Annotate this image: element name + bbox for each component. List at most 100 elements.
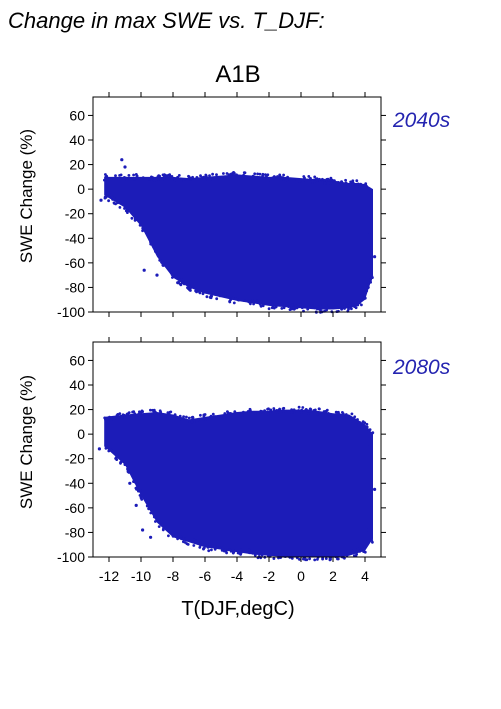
data-point [278, 301, 282, 305]
data-point [327, 412, 330, 416]
data-point [182, 540, 185, 544]
data-point [363, 421, 367, 425]
data-point [139, 489, 143, 492]
data-point [103, 195, 107, 199]
data-point [123, 463, 127, 466]
data-point [319, 413, 323, 416]
data-point [355, 185, 359, 189]
data-point [316, 558, 319, 561]
data-point [215, 173, 218, 177]
data-point [195, 177, 199, 180]
data-point [225, 551, 229, 555]
data-point [220, 176, 224, 179]
data-point [103, 178, 106, 182]
data-point [242, 299, 246, 302]
data-point [232, 294, 235, 298]
data-point [286, 302, 290, 306]
data-point [202, 176, 206, 179]
data-point [330, 305, 334, 308]
data-point [365, 422, 369, 426]
data-point-outlier [97, 447, 101, 451]
y-tick-label: 20 [69, 402, 85, 418]
data-point [121, 413, 125, 417]
data-point [344, 181, 348, 185]
point-cloud-core-2040s [104, 174, 373, 310]
data-point [297, 405, 301, 409]
data-point [359, 548, 363, 552]
data-point [145, 504, 149, 508]
data-point [258, 176, 261, 180]
data-point [211, 178, 215, 182]
data-point [254, 298, 257, 302]
data-point [350, 412, 354, 416]
data-point [148, 414, 152, 418]
y-tick-label: -100 [57, 549, 85, 565]
data-point [280, 554, 284, 557]
data-point [211, 291, 215, 295]
data-point [370, 538, 374, 542]
data-point [276, 175, 279, 178]
data-point [369, 280, 372, 284]
data-point-outlier [365, 283, 369, 287]
data-point [353, 554, 356, 557]
data-point [133, 480, 137, 484]
data-point [138, 223, 142, 227]
data-point [135, 414, 139, 417]
data-point [225, 547, 229, 550]
data-point-outlier [142, 268, 146, 272]
data-point [171, 532, 175, 536]
data-point [177, 174, 181, 177]
data-point [131, 410, 135, 414]
data-point [370, 432, 374, 435]
data-point [230, 175, 234, 179]
data-point [157, 177, 160, 181]
data-point [307, 175, 311, 178]
data-point-outlier [155, 273, 159, 277]
data-point [125, 412, 129, 416]
y-tick-label: -20 [65, 206, 85, 222]
data-point [272, 304, 275, 308]
data-point [252, 302, 256, 306]
data-point [115, 414, 119, 417]
data-point [340, 182, 344, 186]
data-point [358, 301, 361, 305]
data-point [198, 291, 202, 295]
data-point [309, 552, 312, 556]
data-point [272, 407, 276, 410]
data-point [152, 515, 156, 519]
data-point [256, 172, 259, 176]
data-point [233, 410, 237, 413]
x-tick-label: 2 [329, 568, 337, 584]
data-point [190, 420, 194, 424]
data-point [137, 489, 140, 493]
data-point [127, 414, 131, 418]
data-point [189, 176, 193, 180]
data-point [336, 181, 340, 184]
data-point [194, 289, 198, 293]
data-point [345, 554, 349, 558]
x-tick-label: -2 [263, 568, 276, 584]
data-point [208, 543, 212, 547]
data-points-2040s [99, 158, 377, 314]
data-point [173, 178, 177, 182]
data-point [124, 209, 128, 213]
data-point [336, 557, 339, 561]
data-point [326, 181, 330, 185]
data-point [211, 172, 215, 176]
data-point [356, 303, 360, 307]
data-point [131, 415, 135, 418]
data-point [305, 554, 309, 558]
data-point [185, 415, 188, 419]
data-point [199, 413, 202, 417]
data-point [169, 410, 173, 414]
data-point [308, 409, 312, 413]
data-point-outlier [123, 165, 127, 169]
data-point [225, 172, 229, 175]
data-point [255, 549, 258, 553]
data-point [282, 173, 285, 177]
data-point [282, 304, 286, 308]
data-point [114, 174, 117, 178]
y-tick-label: 40 [69, 377, 85, 393]
data-point [343, 307, 346, 310]
data-point [302, 557, 305, 561]
